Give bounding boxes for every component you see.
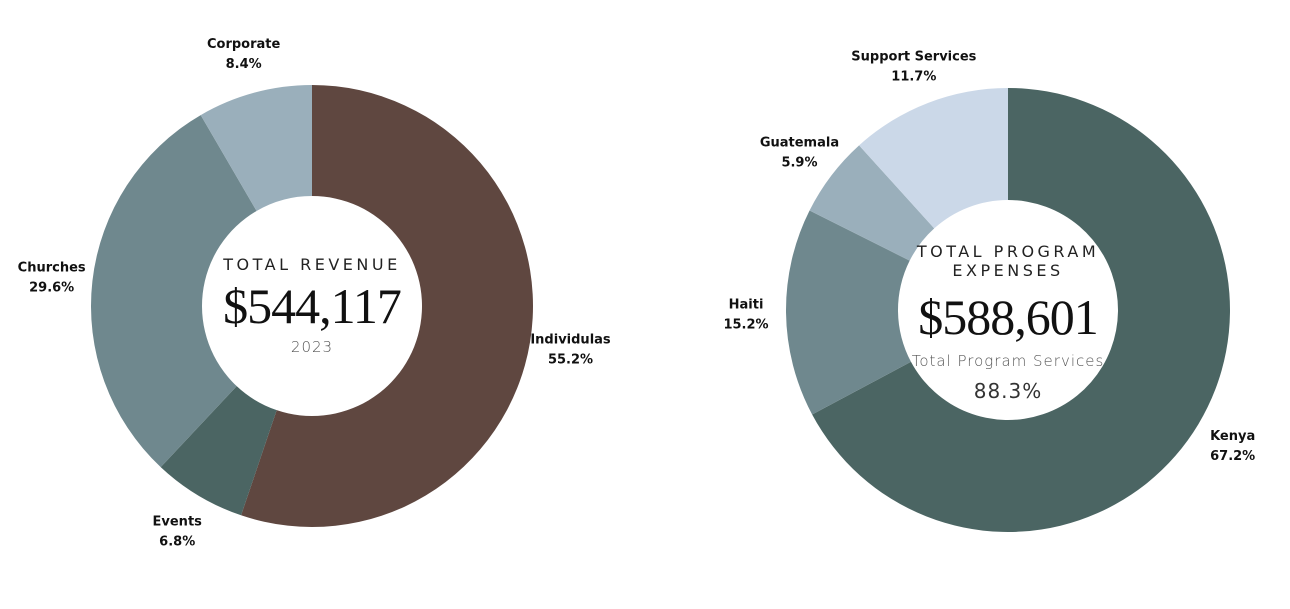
donut-segment xyxy=(786,210,911,415)
segment-value: 29.6% xyxy=(29,280,74,295)
segment-label: Guatemala xyxy=(760,135,839,150)
segment-label: Individulas xyxy=(530,333,611,348)
center-center-title: TOTAL REVENUE xyxy=(223,255,401,274)
donut-segment xyxy=(90,115,257,468)
segment-label: Corporate xyxy=(207,37,281,52)
segment-value: 55.2% xyxy=(548,353,593,368)
center-center-note: 2023 xyxy=(290,338,334,356)
segment-value: 6.8% xyxy=(159,535,195,550)
segment-value: 67.2% xyxy=(1210,449,1255,464)
segment-label: Haiti xyxy=(729,297,764,312)
center-center-note: Total Program Services xyxy=(911,352,1105,370)
segment-label: Events xyxy=(153,515,203,530)
segment-label: Support Services xyxy=(851,50,976,65)
donut-segment xyxy=(160,386,277,516)
segment-value: 15.2% xyxy=(723,317,768,332)
donut-segment xyxy=(241,85,533,527)
center-center-note-value: 88.3% xyxy=(973,379,1043,403)
donut-segment xyxy=(200,85,312,211)
segment-value: 8.4% xyxy=(226,57,262,72)
donut-segment xyxy=(812,88,1230,532)
segment-label: Kenya xyxy=(1210,429,1255,444)
center-center-value: $588,601 xyxy=(918,289,1099,345)
donut-segment xyxy=(859,88,1008,229)
segment-value: 5.9% xyxy=(781,155,817,170)
center-center-value: $544,117 xyxy=(223,278,402,334)
segment-value: 11.7% xyxy=(891,70,936,85)
donut-segment xyxy=(809,145,935,261)
center-center-title: TOTAL PROGRAM EXPENSES xyxy=(916,242,1100,280)
segment-label: Churches xyxy=(18,260,86,275)
